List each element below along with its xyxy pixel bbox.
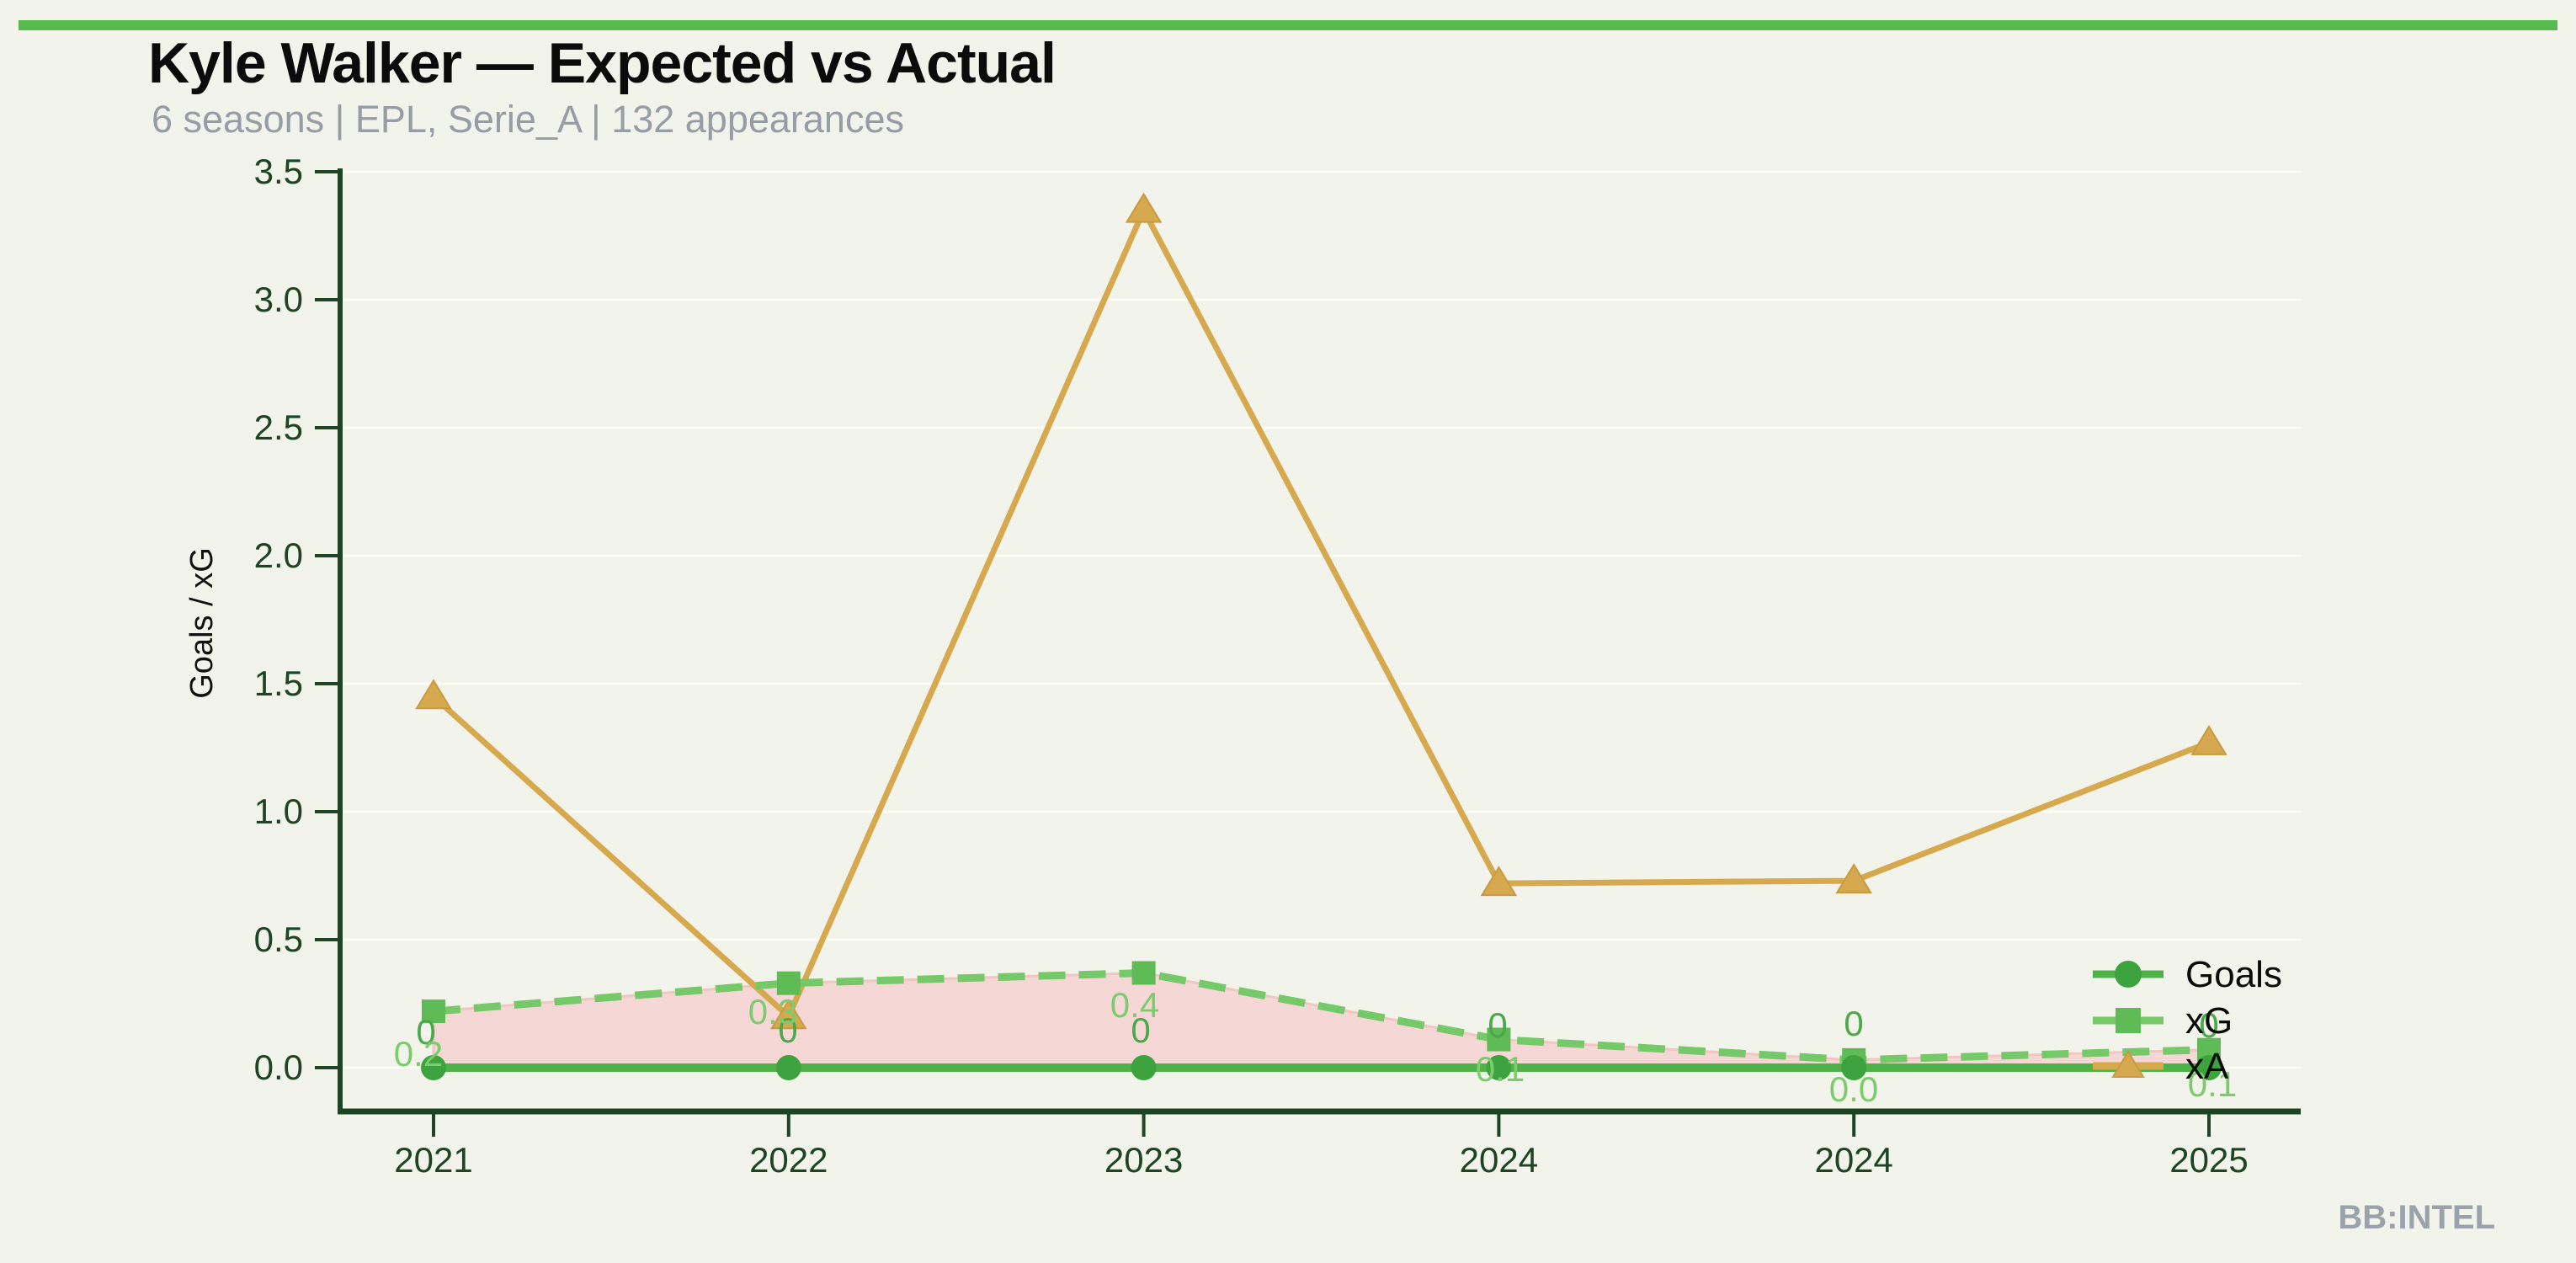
goals-point-label: 0	[416, 1012, 435, 1052]
xa-point-marker	[770, 999, 807, 1030]
page-subtitle: 6 seasons | EPL, Serie_A | 132 appearanc…	[152, 98, 904, 141]
xg-point-label: 0.3	[748, 992, 797, 1031]
series-xA	[415, 192, 2227, 1030]
legend-goals-marker	[2115, 961, 2142, 988]
xg-point-marker	[1131, 961, 1156, 985]
xg-point-label: 0.1	[2188, 1064, 2237, 1104]
legend-xa-marker	[2111, 1050, 2145, 1078]
goals-point-label: 0	[1844, 1004, 1863, 1043]
page-title: Kyle Walker — Expected vs Actual	[148, 31, 1056, 95]
y-tick-label: 2.5	[254, 408, 303, 447]
y-tick-label: 0.5	[254, 919, 303, 959]
goals-point-label: 0	[1488, 1005, 1507, 1045]
goals-point-label: 0	[2199, 1005, 2218, 1045]
y-tick-label: 1.5	[254, 663, 303, 703]
legend-xg-marker	[2116, 1008, 2141, 1033]
y-tick-label: 3.5	[254, 152, 303, 191]
xa-point-marker	[1125, 192, 1163, 223]
gridlines	[340, 170, 2301, 1069]
goals-point-marker	[2196, 1055, 2222, 1080]
xa-point-marker	[2190, 724, 2227, 755]
goals-point-marker	[1131, 1055, 1157, 1080]
xa-point-marker	[415, 679, 452, 710]
xg-point-label: 0.2	[394, 1034, 443, 1074]
axes: 0.0 0.5 1.0 1.5 2.0 2.5 3.0 3.5 2021 2022 2023 2024…	[254, 152, 2301, 1180]
accent-top-bar	[19, 20, 2557, 30]
goals-point-marker	[1841, 1055, 1867, 1080]
watermark-label: BB:INTEL	[2338, 1199, 2495, 1236]
x-tick-label: 2025	[2169, 1140, 2248, 1180]
y-tick-label: 0.0	[254, 1047, 303, 1087]
xg-point-marker	[1487, 1027, 1511, 1052]
goals-point-marker	[421, 1055, 446, 1080]
x-tick-label: 2024	[1814, 1140, 1892, 1180]
goals-point-label: 0	[1131, 1010, 1150, 1050]
x-tick-label: 2024	[1460, 1140, 1538, 1180]
legend-label: xG	[2185, 1000, 2233, 1042]
y-tick-label: 1.0	[254, 791, 303, 831]
xg-point-marker	[776, 971, 801, 995]
legend-label: Goals	[2185, 954, 2282, 995]
xg-point-marker	[422, 999, 445, 1024]
xa-point-marker	[1480, 866, 1518, 897]
xg-point-label: 0.4	[1110, 985, 1159, 1025]
goals-point-marker	[1486, 1055, 1512, 1080]
x-tick-label: 2021	[394, 1140, 472, 1180]
y-tick-label: 3.0	[254, 280, 303, 319]
point-labels: 00.200.3 00.400.100.000.1	[394, 985, 2237, 1109]
xg-point-label: 0.1	[1476, 1049, 1525, 1089]
x-tick-label: 2022	[749, 1140, 828, 1180]
legend-label: xA	[2185, 1046, 2229, 1087]
goals-point-label: 0	[778, 1010, 797, 1050]
series-Goals	[421, 1055, 2222, 1080]
xg-point-label: 0.0	[1829, 1069, 1878, 1109]
y-tick-label: 2.0	[254, 536, 303, 575]
x-tick-label: 2023	[1104, 1140, 1183, 1180]
goals-point-marker	[775, 1055, 801, 1080]
xa-point-marker	[1835, 863, 1872, 894]
y-axis-title: Goals / xG	[184, 547, 220, 699]
